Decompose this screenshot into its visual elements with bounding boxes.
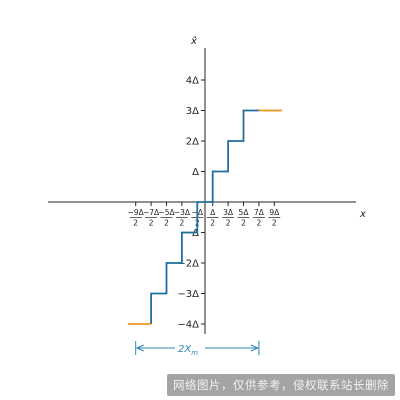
x-tick-label-numerator: −7Δ bbox=[143, 208, 160, 217]
x-tick-label-numerator: −5Δ bbox=[158, 208, 175, 217]
range-label: 2Xm bbox=[178, 344, 198, 357]
x-tick-label-denominator: 2 bbox=[272, 219, 277, 228]
x-tick-label-denominator: 2 bbox=[210, 219, 215, 228]
quantizer-staircase-line bbox=[150, 109, 259, 324]
ticks: 4Δ3Δ2ΔΔ−Δ−2Δ−3Δ−4Δ−9Δ2−7Δ2−5Δ2−3Δ2−Δ2Δ23… bbox=[128, 76, 281, 331]
axes: x x̂ bbox=[48, 35, 366, 334]
y-tick-label: −3Δ bbox=[177, 289, 199, 300]
x-tick-label-numerator: 5Δ bbox=[239, 208, 250, 217]
x-tick-label-denominator: 2 bbox=[226, 219, 231, 228]
range-annotation: 2Xm bbox=[135, 341, 260, 357]
range-arrow-right-head bbox=[250, 344, 259, 352]
range-label-subscript: m bbox=[191, 349, 198, 357]
y-tick-label: −4Δ bbox=[177, 320, 199, 331]
x-tick-label-denominator: 2 bbox=[180, 219, 185, 228]
range-arrow-left-head bbox=[136, 344, 144, 352]
x-tick-label-denominator: 2 bbox=[241, 219, 246, 228]
x-tick-label-denominator: 2 bbox=[257, 219, 262, 228]
watermark-banner: 网络图片，仅供参考，侵权联系站长删除 bbox=[167, 374, 395, 396]
series-layer bbox=[128, 109, 282, 325]
y-axis-label: x̂ bbox=[190, 35, 197, 47]
y-tick-label: 4Δ bbox=[186, 76, 199, 87]
x-tick-label-numerator: −9Δ bbox=[128, 208, 145, 217]
watermark-text: 网络图片，仅供参考，侵权联系站长删除 bbox=[173, 378, 389, 392]
x-tick-label-numerator: −3Δ bbox=[174, 208, 191, 217]
x-tick-label-denominator: 2 bbox=[133, 219, 138, 228]
x-tick-label-numerator: Δ bbox=[210, 208, 216, 217]
y-tick-label: −Δ bbox=[184, 228, 199, 239]
x-tick-label-denominator: 2 bbox=[149, 219, 154, 228]
x-tick-label-numerator: 7Δ bbox=[254, 208, 265, 217]
x-axis-label: x bbox=[359, 209, 366, 220]
x-tick-label-numerator: 3Δ bbox=[223, 208, 234, 217]
y-tick-label: Δ bbox=[192, 167, 199, 178]
y-tick-label: 2Δ bbox=[186, 137, 199, 148]
y-tick-label: −2Δ bbox=[177, 259, 199, 270]
y-tick-label: 3Δ bbox=[186, 106, 199, 117]
x-tick-label-numerator: 9Δ bbox=[269, 208, 280, 217]
x-tick-label-denominator: 2 bbox=[164, 219, 169, 228]
